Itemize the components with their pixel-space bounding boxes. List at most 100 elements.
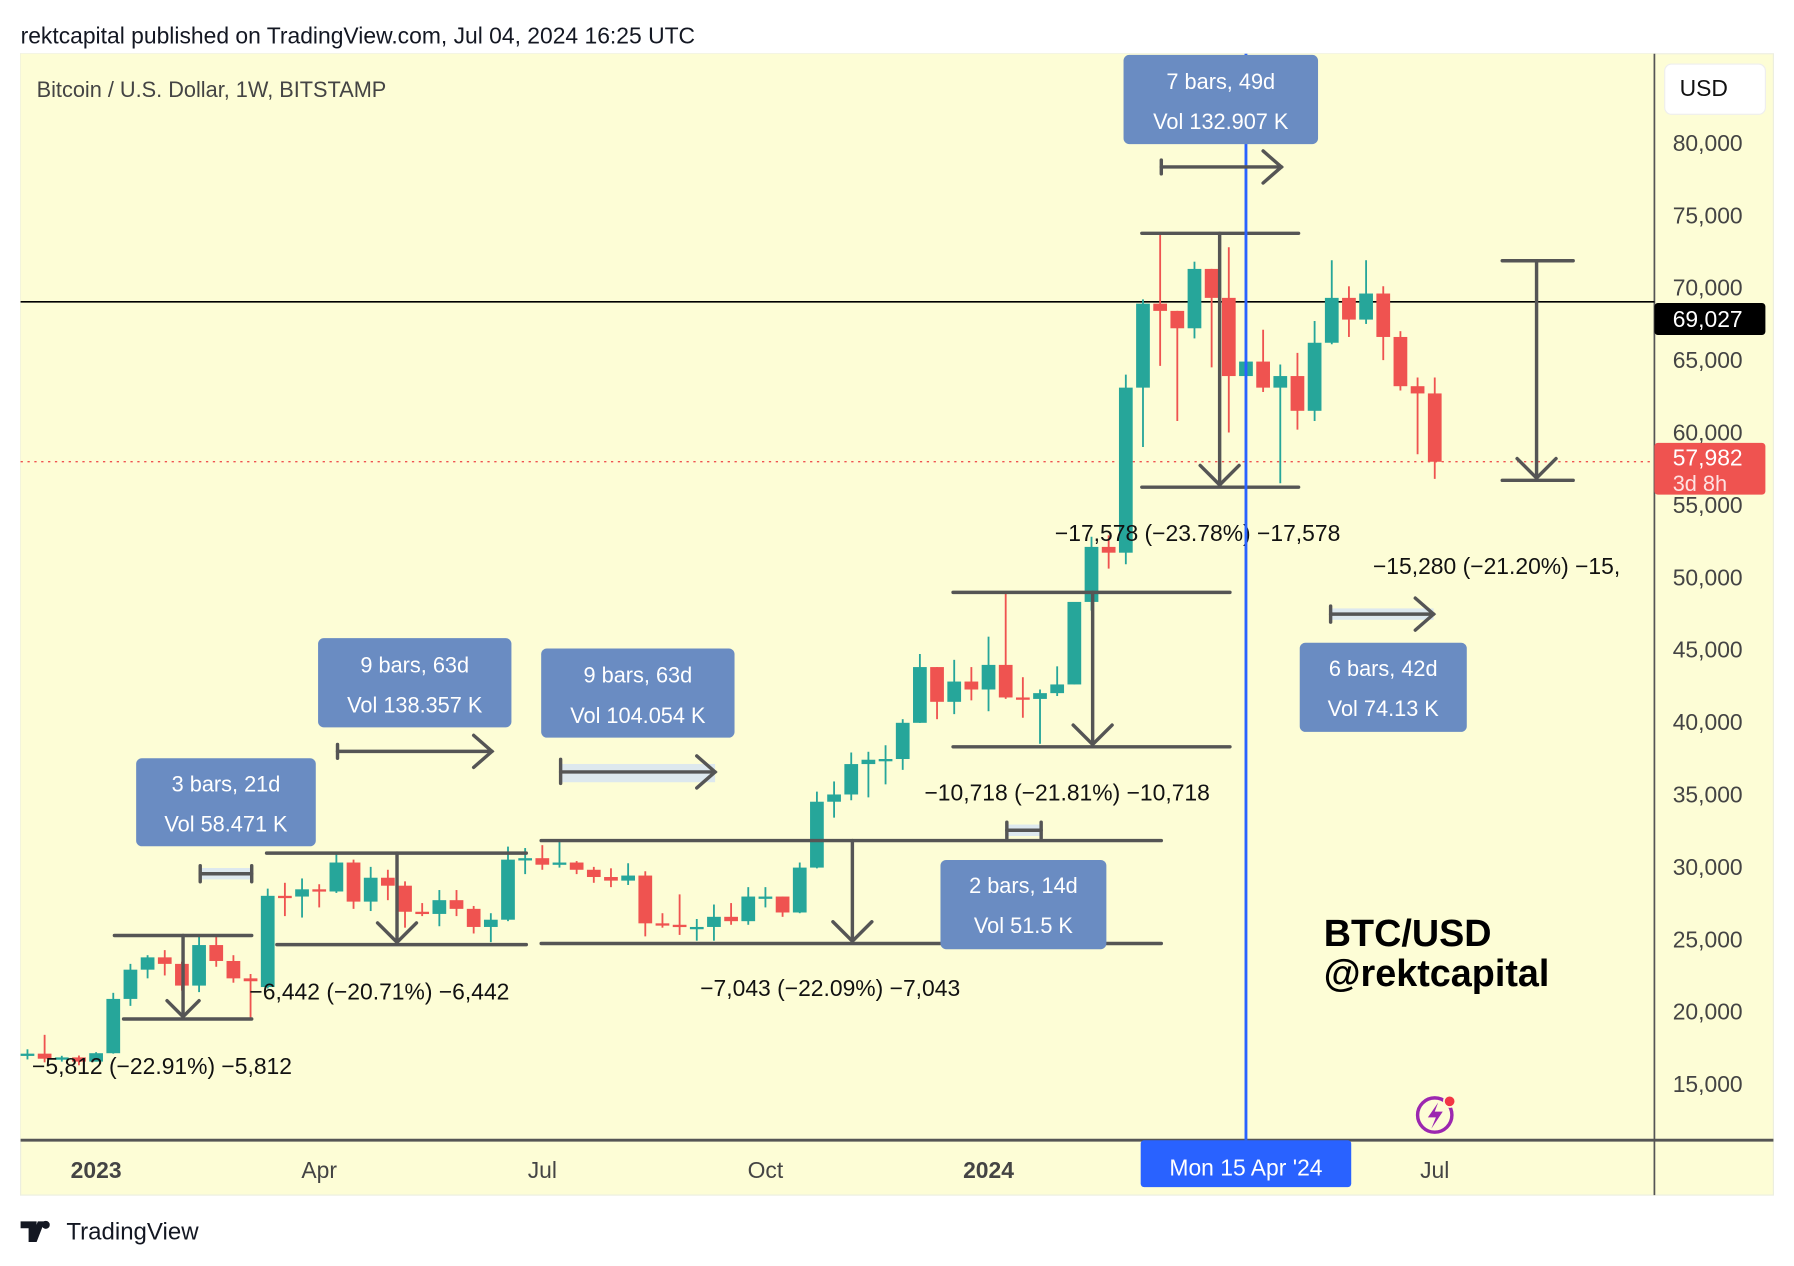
candle-body <box>1170 310 1185 329</box>
bar-countdown: 3d 8h <box>1673 471 1727 496</box>
time-tick-label: Jul <box>1420 1157 1449 1183</box>
lightning-events-icon[interactable] <box>1415 1094 1457 1134</box>
candle-body <box>209 945 224 961</box>
candle <box>1427 377 1442 479</box>
watermark-author: @rektcapital <box>1324 952 1550 994</box>
candle <box>1015 677 1030 718</box>
candle <box>72 1055 86 1066</box>
date-range-bars: 9 bars, 63d <box>584 663 693 688</box>
candle <box>1136 299 1150 447</box>
candle <box>775 896 790 917</box>
candle <box>1342 286 1356 337</box>
candle-body <box>1273 376 1288 388</box>
candle-body <box>1256 361 1270 388</box>
candle-body <box>123 969 138 999</box>
price-tick-label: 15,000 <box>1673 1071 1743 1097</box>
date-range-bars: 9 bars, 63d <box>360 652 469 677</box>
candle <box>1359 260 1373 324</box>
candle <box>449 890 464 917</box>
price-tick-label: 20,000 <box>1673 999 1743 1025</box>
candle <box>278 882 292 917</box>
candle <box>569 861 584 875</box>
candle-body <box>140 957 155 970</box>
candle <box>415 903 430 917</box>
candle-body <box>741 896 756 922</box>
date-range-2[interactable]: 9 bars, 63d Vol 138.357 K <box>318 638 512 770</box>
date-range-1[interactable]: 3 bars, 21d Vol 58.471 K <box>136 758 316 884</box>
candle <box>1050 666 1065 697</box>
candle <box>861 751 876 798</box>
candle <box>810 791 824 869</box>
tradingview-logo-text: TradingView <box>66 1219 199 1246</box>
date-range-6[interactable]: 6 bars, 42d Vol 74.13 K <box>1299 596 1467 732</box>
candle <box>1307 321 1322 421</box>
date-range-3[interactable]: 9 bars, 63d Vol 104.054 K <box>541 648 735 790</box>
candle <box>586 866 601 883</box>
candle-body <box>363 877 378 902</box>
price-tick-label: 75,000 <box>1673 202 1743 228</box>
candle-body <box>1393 336 1408 387</box>
watermark-symbol: BTC/USD <box>1324 912 1492 954</box>
candle-body <box>638 875 653 924</box>
candle <box>380 869 395 901</box>
currency-button[interactable]: USD <box>1664 63 1766 115</box>
price-range-5[interactable]: −17,578 (−23.78%) −17,578 <box>1055 231 1340 546</box>
date-range-bars: 3 bars, 21d <box>172 771 281 796</box>
date-range-4[interactable]: 2 bars, 14d Vol 51.5 K <box>940 820 1107 950</box>
tradingview-logo[interactable]: TradingView <box>20 1219 200 1246</box>
candle-body <box>552 862 567 865</box>
candle-body <box>483 919 498 927</box>
candle <box>1067 601 1082 685</box>
crosshair-date: Mon 15 Apr '24 <box>1169 1155 1322 1181</box>
price-range-6[interactable]: −15,280 (−21.20%) −15, <box>1373 259 1620 579</box>
candle-body <box>1101 546 1116 553</box>
candle <box>672 894 687 935</box>
candle <box>964 667 979 701</box>
candle-body <box>1204 268 1219 298</box>
time-axis[interactable]: 2023 Apr Jul Oct 2024 Jul <box>71 1157 1450 1183</box>
candle <box>724 903 738 925</box>
candle-body <box>398 885 412 912</box>
last-price-value: 57,982 <box>1673 445 1743 471</box>
candle <box>1393 331 1408 391</box>
date-range-5[interactable]: 7 bars, 49d Vol 132.907 K <box>1123 54 1319 185</box>
candle-body <box>312 889 327 892</box>
price-tick-label: 80,000 <box>1673 130 1743 156</box>
price-pane[interactable] <box>20 53 1655 1141</box>
candle-body <box>20 1053 35 1056</box>
candle <box>741 887 756 925</box>
candle-body <box>998 664 1013 698</box>
candle-body <box>604 877 618 881</box>
candle-body <box>1136 303 1150 388</box>
candle <box>37 1034 52 1063</box>
candle <box>827 781 841 818</box>
candle <box>947 659 962 715</box>
publish-header: rektcapital published on TradingView.com… <box>21 22 695 48</box>
candle <box>895 719 910 770</box>
candle-body <box>1290 376 1305 411</box>
candle-body <box>895 722 910 760</box>
symbol-title: Bitcoin / U.S. Dollar, 1W, BITSTAMP <box>37 77 387 102</box>
candle-body <box>672 924 687 928</box>
price-range-1[interactable]: −5,812 (−22.91%) −5,812 <box>32 933 292 1079</box>
price-axis[interactable]: 80,000 75,000 70,000 65,000 60,000 55,000 50,0… <box>1673 130 1743 1097</box>
candle-body <box>501 859 515 920</box>
price-range-2[interactable]: −6,442 (−20.71%) −6,442 <box>249 851 529 1005</box>
price-range-4[interactable]: −10,718 (−21.81%) −10,718 <box>924 590 1232 806</box>
candle <box>398 881 412 928</box>
candle-body <box>260 895 275 988</box>
candle <box>998 591 1013 699</box>
candle <box>226 955 241 983</box>
date-range-volume: Vol 51.5 K <box>974 913 1074 938</box>
candle <box>295 878 309 918</box>
candle <box>312 884 327 908</box>
candle <box>192 936 206 993</box>
price-tick-label: 45,000 <box>1673 637 1743 663</box>
candle <box>1204 268 1219 368</box>
price-range-label: −5,812 (−22.91%) −5,812 <box>32 1053 292 1079</box>
candle-body <box>226 960 241 979</box>
candle <box>621 863 635 885</box>
candle <box>1410 377 1425 455</box>
candle-body <box>1015 697 1030 700</box>
candle <box>346 859 361 909</box>
